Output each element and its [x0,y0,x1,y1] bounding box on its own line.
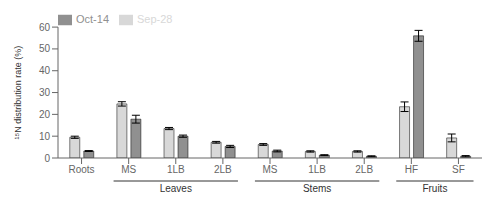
svg-text:50: 50 [39,43,51,54]
svg-text:MS: MS [263,164,278,175]
svg-text:0: 0 [44,153,50,164]
svg-text:2LB: 2LB [214,164,232,175]
svg-text:60: 60 [39,22,51,33]
svg-text:¹⁵N distribution rate (%): ¹⁵N distribution rate (%) [13,46,23,140]
svg-text:Fruits: Fruits [422,183,447,194]
svg-text:2LB: 2LB [355,164,373,175]
svg-text:40: 40 [39,65,51,76]
svg-text:20: 20 [39,109,51,120]
svg-text:1LB: 1LB [167,164,185,175]
svg-text:Stems: Stems [303,183,331,194]
html-text:Oct-14: Oct-14 [76,13,109,25]
svg-text:HF: HF [405,164,418,175]
svg-text:30: 30 [39,87,51,98]
svg-text:SF: SF [452,164,465,175]
svg-text:1LB: 1LB [308,164,326,175]
svg-text:10: 10 [39,131,51,142]
svg-text:Leaves: Leaves [160,183,192,194]
svg-text:Roots: Roots [68,164,94,175]
svg-text:MS: MS [121,164,136,175]
html-text:Sep-28: Sep-28 [137,13,173,25]
